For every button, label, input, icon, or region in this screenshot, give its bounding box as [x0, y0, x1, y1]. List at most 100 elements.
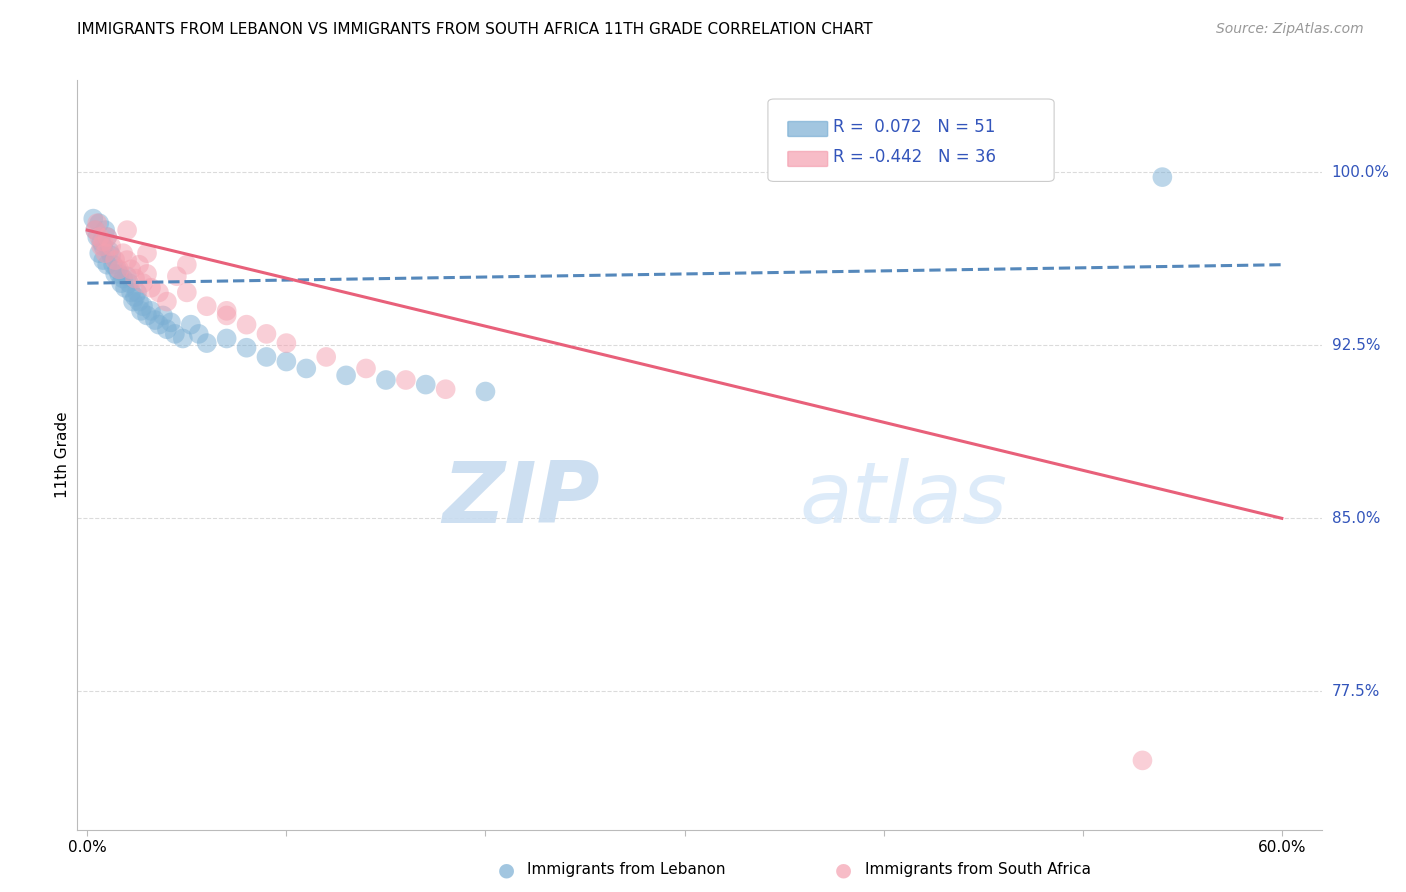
Point: [176, 285, 198, 300]
Point: [172, 331, 194, 345]
Text: Immigrants from South Africa: Immigrants from South Africa: [865, 863, 1091, 877]
Point: [120, 262, 142, 277]
Text: Source: ZipAtlas.com: Source: ZipAtlas.com: [1216, 22, 1364, 37]
Point: [415, 377, 437, 392]
Point: [143, 313, 166, 327]
Point: [104, 253, 127, 268]
Point: [374, 373, 396, 387]
Point: [104, 267, 127, 281]
Point: [118, 276, 141, 290]
Point: [276, 336, 298, 351]
Point: [128, 294, 150, 309]
Point: [91, 235, 114, 249]
Point: [115, 253, 138, 268]
Point: [105, 262, 128, 277]
Text: IMMIGRANTS FROM LEBANON VS IMMIGRANTS FROM SOUTH AFRICA 11TH GRADE CORRELATION C: IMMIGRANTS FROM LEBANON VS IMMIGRANTS FR…: [77, 22, 873, 37]
Point: [124, 290, 146, 304]
Text: R =  0.072   N = 51: R = 0.072 N = 51: [832, 119, 995, 136]
Point: [96, 230, 118, 244]
Point: [256, 326, 278, 341]
Point: [100, 248, 122, 262]
Point: [125, 285, 148, 300]
Point: [148, 285, 170, 300]
Text: 92.5%: 92.5%: [1331, 338, 1381, 353]
Point: [108, 267, 131, 281]
Point: [195, 336, 218, 351]
Point: [434, 382, 457, 396]
FancyBboxPatch shape: [787, 121, 828, 136]
FancyBboxPatch shape: [768, 99, 1054, 181]
Point: [139, 303, 162, 318]
Point: [84, 223, 107, 237]
Y-axis label: 11th Grade: 11th Grade: [55, 411, 70, 499]
Text: R = -0.442   N = 36: R = -0.442 N = 36: [832, 148, 995, 167]
FancyBboxPatch shape: [787, 152, 828, 167]
Text: ZIP: ZIP: [443, 458, 600, 541]
Point: [129, 303, 152, 318]
Point: [215, 303, 238, 318]
Point: [112, 246, 135, 260]
Point: [98, 244, 121, 258]
Point: [354, 361, 377, 376]
Point: [187, 326, 209, 341]
Point: [156, 294, 179, 309]
Point: [90, 235, 112, 249]
Point: [136, 246, 159, 260]
Point: [114, 281, 136, 295]
Point: [180, 318, 202, 332]
Text: 85.0%: 85.0%: [1331, 511, 1379, 525]
Text: 100.0%: 100.0%: [1331, 165, 1389, 180]
Point: [215, 331, 238, 345]
Point: [89, 246, 111, 260]
Point: [215, 309, 238, 323]
Point: [295, 361, 318, 376]
Point: [94, 246, 117, 260]
Point: [235, 318, 257, 332]
Point: [89, 230, 111, 244]
Point: [96, 258, 118, 272]
Point: [152, 309, 174, 323]
Point: [115, 223, 138, 237]
Point: [91, 239, 114, 253]
Point: [91, 253, 114, 268]
Point: [128, 258, 150, 272]
Point: [136, 309, 159, 323]
Text: 77.5%: 77.5%: [1331, 684, 1379, 698]
Point: [195, 299, 218, 313]
Text: ●: ●: [498, 860, 515, 880]
Point: [86, 230, 108, 244]
Point: [474, 384, 496, 399]
Point: [395, 373, 418, 387]
Point: [108, 262, 131, 277]
Point: [139, 281, 162, 295]
Point: [166, 269, 188, 284]
Point: [96, 230, 118, 244]
Point: [315, 350, 337, 364]
Point: [163, 326, 186, 341]
Point: [156, 322, 179, 336]
Point: [82, 211, 104, 226]
Point: [115, 269, 138, 284]
Text: atlas: atlas: [799, 458, 1007, 541]
Point: [256, 350, 278, 364]
Point: [101, 258, 124, 272]
Point: [86, 216, 108, 230]
Point: [132, 276, 155, 290]
Point: [124, 271, 146, 285]
Point: [94, 223, 117, 237]
Point: [235, 341, 257, 355]
Point: [1152, 170, 1174, 185]
Point: [176, 258, 198, 272]
Point: [148, 318, 170, 332]
Point: [110, 276, 132, 290]
Point: [112, 271, 135, 285]
Point: [84, 223, 107, 237]
Point: [120, 285, 142, 300]
Point: [160, 315, 183, 329]
Point: [136, 267, 159, 281]
Point: [1132, 753, 1154, 767]
Text: Immigrants from Lebanon: Immigrants from Lebanon: [527, 863, 725, 877]
Point: [335, 368, 357, 383]
Point: [100, 239, 122, 253]
Point: [276, 354, 298, 368]
